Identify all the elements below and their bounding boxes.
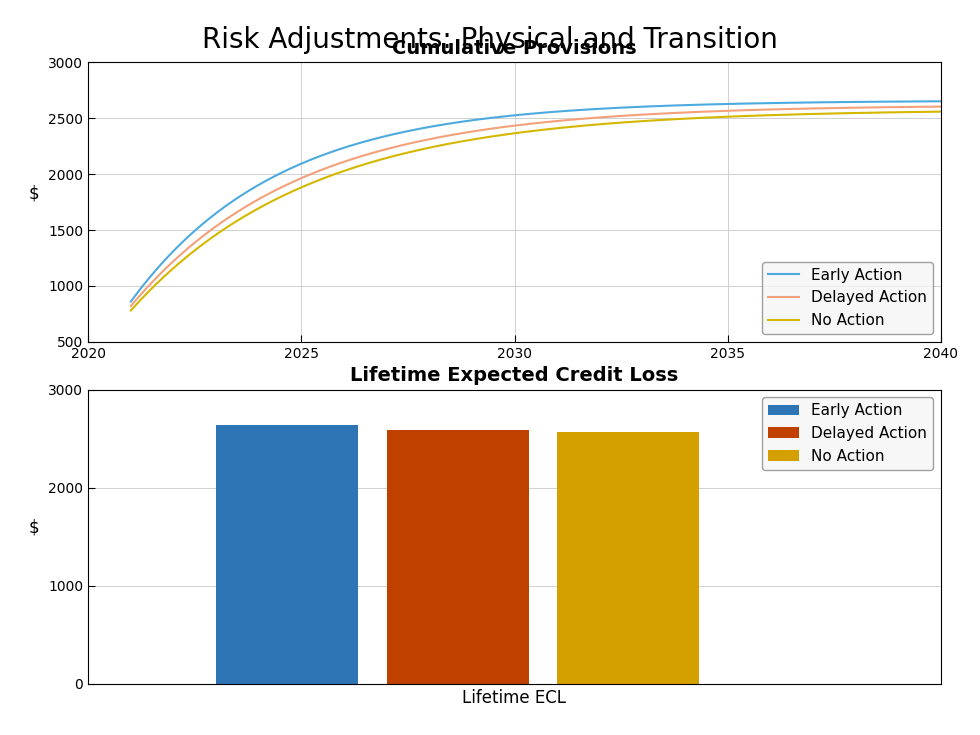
Delayed Action [607,112,618,121]
Early Action [789,98,801,107]
Legend: Early Action, Delayed Action, No Action: Early Action, Delayed Action, No Action [762,262,933,334]
Legend: Early Action, Delayed Action, No Action: Early Action, Delayed Action, No Action [762,397,933,470]
No Action [510,129,521,137]
Early Action [564,107,575,115]
Delayed Action [514,121,526,129]
Title: Cumulative Provisions: Cumulative Provisions [392,39,637,58]
Delayed Action [915,102,927,111]
Delayed Action [510,121,521,130]
Line: No Action: No Action [131,112,941,310]
Line: Delayed Action: Delayed Action [131,107,941,306]
Bar [216,425,358,684]
X-axis label: Lifetime ECL: Lifetime ECL [463,689,566,707]
Bar [386,430,528,684]
Text: Risk Adjustments: Physical and Transition: Risk Adjustments: Physical and Transitio… [202,26,778,54]
Early Action [935,97,947,106]
Title: Lifetime Expected Credit Loss: Lifetime Expected Credit Loss [351,366,678,385]
No Action [564,123,575,132]
Early Action [510,111,521,120]
No Action [514,128,526,137]
Delayed Action [564,115,575,124]
No Action [915,107,927,116]
Early Action [125,297,137,306]
No Action [935,107,947,116]
No Action [789,110,801,119]
Delayed Action [935,102,947,111]
Y-axis label: $: $ [29,184,39,202]
Delayed Action [125,301,137,310]
No Action [607,119,618,128]
Early Action [915,97,927,106]
Delayed Action [789,104,801,113]
No Action [125,306,137,315]
Early Action [514,110,526,119]
Line: Early Action: Early Action [131,101,941,301]
Early Action [607,104,618,112]
Bar [557,431,699,684]
Y-axis label: $: $ [29,519,39,537]
